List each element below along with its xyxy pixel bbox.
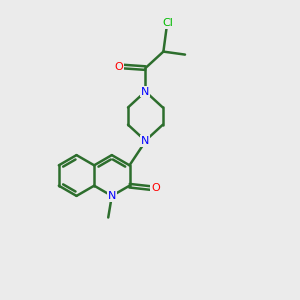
Text: O: O [115,61,123,72]
Text: N: N [141,86,150,97]
Text: O: O [151,183,160,193]
Text: N: N [141,136,150,146]
Text: N: N [108,191,116,201]
Text: Cl: Cl [163,18,173,28]
